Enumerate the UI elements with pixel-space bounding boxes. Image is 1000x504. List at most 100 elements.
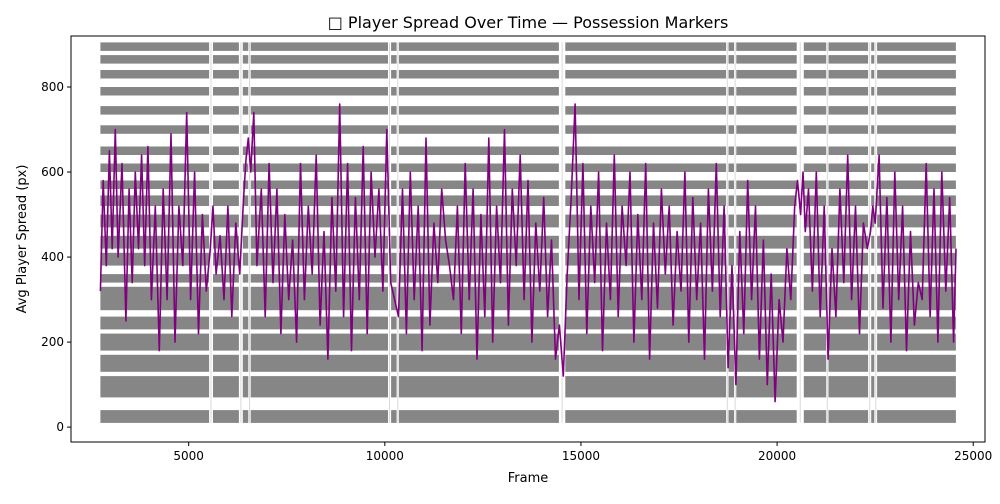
possession-marker-band: [877, 195, 956, 206]
possession-marker-band: [565, 125, 727, 134]
possession-marker-band: [391, 195, 397, 206]
possession-marker-band: [871, 214, 875, 228]
possession-marker-band: [398, 316, 559, 330]
possession-marker-band: [871, 333, 875, 351]
possession-marker-band: [398, 70, 559, 79]
x-tick-label: 10000: [366, 449, 404, 463]
possession-marker-band: [803, 286, 827, 311]
possession-marker-band: [213, 195, 239, 206]
possession-marker-band: [242, 106, 249, 115]
possession-marker-band: [242, 410, 249, 423]
possession-marker-band: [100, 125, 210, 134]
possession-marker-band: [736, 274, 797, 283]
possession-marker-band: [398, 376, 559, 398]
chart-title: □ Player Spread Over Time — Possession M…: [328, 13, 729, 32]
possession-marker-band: [871, 163, 875, 172]
possession-marker-band: [242, 87, 249, 96]
possession-marker-band: [803, 180, 827, 189]
possession-marker-band: [213, 286, 239, 311]
possession-marker-band: [877, 410, 956, 423]
possession-marker-band: [100, 333, 210, 351]
possession-marker-band: [728, 354, 734, 372]
possession-marker-band: [736, 180, 797, 189]
possession-marker-band: [242, 125, 249, 134]
possession-marker-band: [100, 286, 210, 311]
possession-marker-band: [391, 410, 397, 423]
possession-marker-band: [242, 42, 249, 51]
possession-marker-band: [242, 354, 249, 372]
possession-marker-band: [728, 180, 734, 189]
possession-marker-band: [100, 42, 210, 51]
y-axis-label: Avg Player Spread (px): [15, 165, 30, 314]
possession-marker-band: [391, 252, 397, 266]
y-axis: 0 200 400 600 800: [41, 80, 71, 434]
possession-marker-band: [100, 106, 210, 115]
possession-marker-band: [828, 214, 869, 228]
possession-marker-band: [391, 87, 397, 96]
possession-marker-band: [565, 42, 727, 51]
possession-marker-band: [877, 146, 956, 155]
possession-marker-band: [250, 333, 388, 351]
possession-marker-band: [803, 42, 827, 51]
x-tick-label: 25000: [954, 449, 992, 463]
possession-marker-band: [736, 55, 797, 64]
possession-marker-band: [242, 214, 249, 228]
possession-marker-band: [250, 125, 388, 134]
possession-marker-band: [803, 252, 827, 266]
possession-marker-band: [391, 42, 397, 51]
possession-marker-band: [391, 146, 397, 155]
possession-marker-band: [100, 410, 210, 423]
possession-marker-band: [242, 286, 249, 311]
possession-marker-band: [391, 274, 397, 283]
y-tick-label: 400: [41, 250, 64, 264]
possession-marker-band: [213, 376, 239, 398]
possession-marker-band: [828, 125, 869, 134]
possession-marker-band: [565, 55, 727, 64]
possession-marker-band: [828, 55, 869, 64]
possession-marker-band: [736, 70, 797, 79]
possession-marker-band: [728, 125, 734, 134]
possession-marker-band: [250, 87, 388, 96]
possession-marker-band: [803, 235, 827, 249]
possession-marker-band: [213, 274, 239, 283]
possession-marker-band: [871, 180, 875, 189]
plot-area: [99, 42, 957, 423]
possession-marker-band: [242, 180, 249, 189]
possession-marker-band: [213, 163, 239, 172]
possession-marker-band: [877, 87, 956, 96]
possession-marker-band: [100, 163, 210, 172]
possession-marker-band: [736, 214, 797, 228]
possession-marker-band: [250, 55, 388, 64]
possession-marker-band: [803, 55, 827, 64]
possession-marker-band: [398, 106, 559, 115]
possession-marker-band: [398, 125, 559, 134]
possession-marker-band: [250, 70, 388, 79]
possession-marker-band: [871, 87, 875, 96]
possession-marker-band: [871, 42, 875, 51]
possession-marker-band: [213, 146, 239, 155]
possession-marker-band: [100, 70, 210, 79]
x-tick-label: 5000: [173, 449, 204, 463]
possession-marker-band: [250, 146, 388, 155]
possession-marker-band: [736, 195, 797, 206]
possession-marker-band: [877, 125, 956, 134]
possession-marker-band: [565, 106, 727, 115]
possession-marker-band: [728, 87, 734, 96]
plot-frame: [70, 35, 986, 443]
possession-marker-band: [242, 235, 249, 249]
possession-marker-band: [803, 333, 827, 351]
possession-marker-band: [391, 354, 397, 372]
possession-marker-band: [871, 195, 875, 206]
possession-marker-band: [391, 333, 397, 351]
possession-marker-band: [565, 286, 727, 311]
possession-marker-band: [877, 106, 956, 115]
possession-marker-band: [871, 252, 875, 266]
possession-marker-band: [877, 274, 956, 283]
possession-marker-band: [871, 286, 875, 311]
possession-marker-band: [565, 70, 727, 79]
x-tick-label: 15000: [562, 449, 600, 463]
possession-marker-band: [398, 354, 559, 372]
possession-marker-band: [803, 316, 827, 330]
possession-marker-band: [100, 274, 210, 283]
possession-marker-band: [213, 42, 239, 51]
